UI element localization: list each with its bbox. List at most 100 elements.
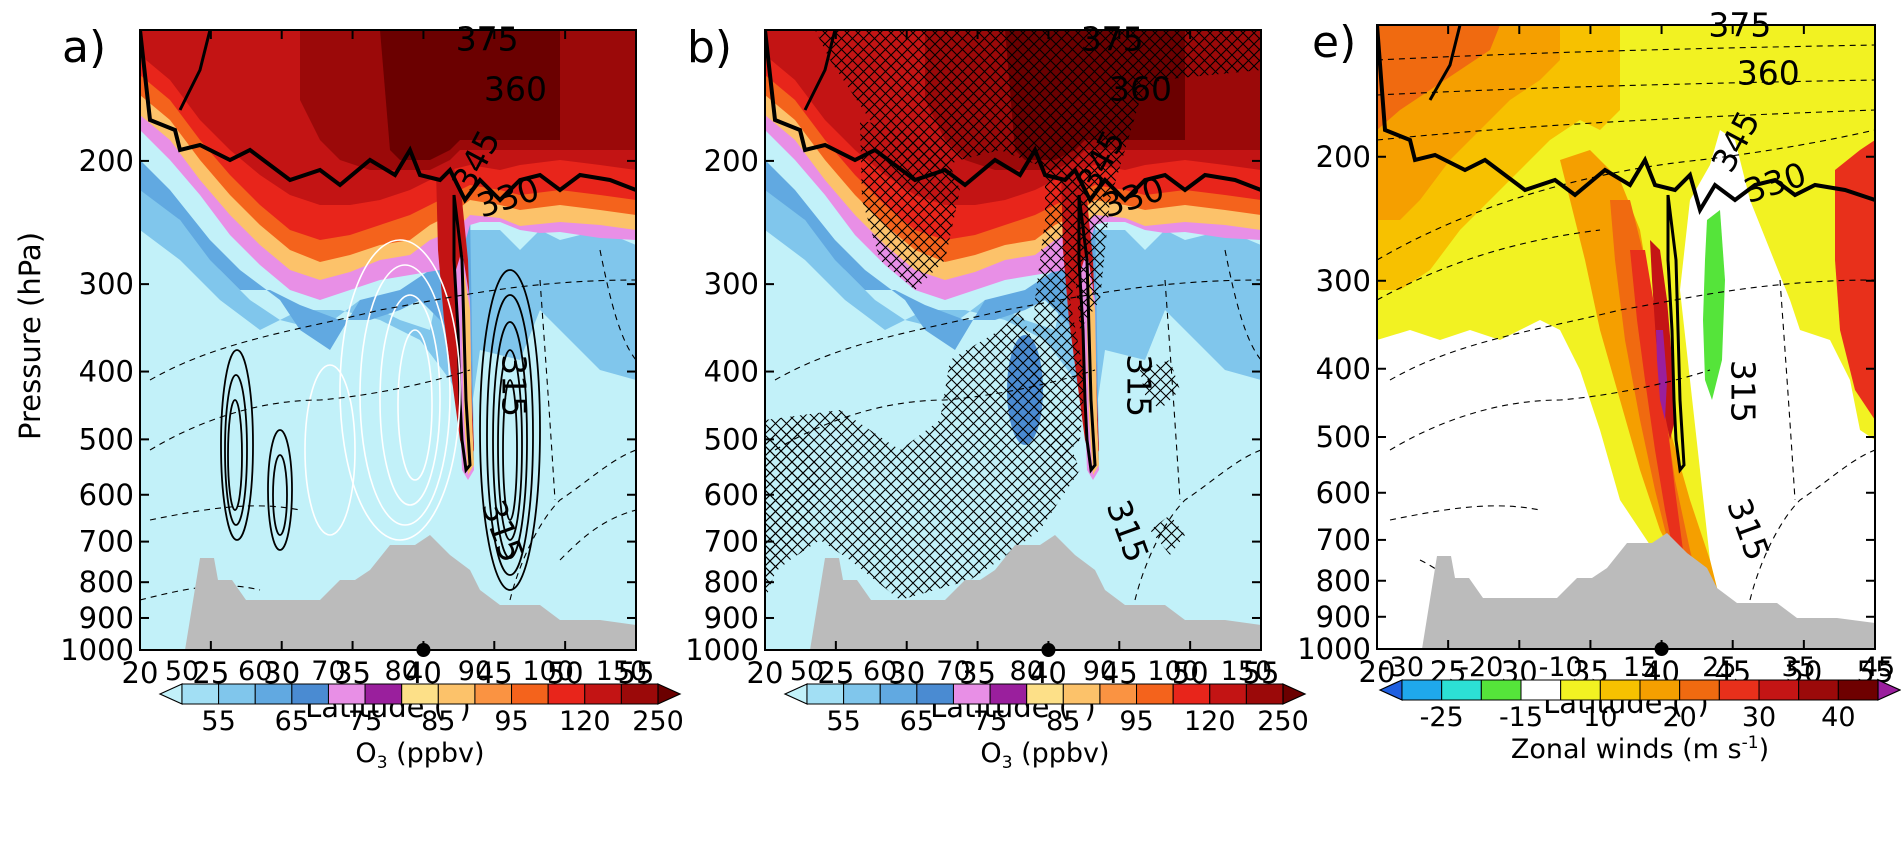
colorbar-label: 10 — [1583, 702, 1617, 733]
colorbar-swatch — [1441, 679, 1482, 701]
colorbar-a: 50 60 70 80 90 100 150 55 65 75 85 95 120 250 O3 (ppbv… — [158, 656, 684, 773]
colorbar-swatch — [218, 683, 256, 705]
colorbar-label: 90 — [458, 656, 492, 687]
colorbar-label: 40 — [1821, 702, 1855, 733]
colorbar-arrow-high — [657, 683, 682, 705]
colorbar-label: 250 — [1257, 706, 1309, 737]
colorbar-title: Zonal winds (m s-1) — [1511, 733, 1769, 765]
y-tick-label: 200 — [79, 144, 134, 178]
y-tick-label: 600 — [704, 478, 759, 512]
colorbar-label: 50 — [790, 656, 824, 687]
colorbar-arrow-low — [158, 683, 183, 705]
colorbar-label: 65 — [275, 706, 309, 737]
contour-label: 360 — [1109, 70, 1172, 109]
colorbar-label: 20 — [1662, 702, 1696, 733]
colorbar-swatch — [1837, 679, 1879, 701]
y-tick-label: 700 — [79, 525, 134, 559]
contour-label: 375 — [1708, 6, 1771, 45]
colorbar-swatch — [989, 683, 1028, 705]
colorbar-label: -20 — [1459, 652, 1503, 683]
colorbar-label: 80 — [385, 656, 419, 687]
colorbar-swatch — [952, 683, 991, 705]
colorbar-swatch — [474, 683, 513, 705]
y-tick-label: 200 — [704, 144, 759, 178]
colorbar-swatch — [181, 683, 220, 705]
panel-e-fill — [1377, 25, 1875, 649]
colorbar-label: 95 — [494, 706, 528, 737]
colorbar-label: 15 — [1623, 652, 1657, 683]
colorbar-swatch — [1209, 683, 1247, 705]
y-tick-label: 500 — [704, 422, 759, 456]
colorbar-swatch — [843, 683, 881, 705]
colorbar-swatch — [437, 683, 476, 705]
colorbar-swatch — [1401, 679, 1443, 701]
colorbar-label: 120 — [1184, 706, 1236, 737]
colorbar-swatch — [364, 683, 403, 705]
panel-b-fill — [765, 30, 1261, 650]
colorbar-swatch — [1172, 683, 1211, 705]
location-marker — [416, 643, 431, 657]
y-tick-label: 300 — [1316, 264, 1371, 298]
colorbar-label: 70 — [936, 656, 970, 687]
panel-label-b: b) — [687, 22, 732, 73]
colorbar-label: 150 — [596, 656, 648, 687]
colorbar-label: 100 — [522, 656, 574, 687]
y-tick-label: 800 — [704, 565, 759, 599]
contour-label: 360 — [1737, 54, 1800, 93]
y-tick-label: 900 — [79, 601, 134, 635]
y-tick-label: 1000 — [685, 633, 759, 667]
colorbar-label: -30 — [1380, 652, 1424, 683]
colorbar-label: 80 — [1010, 656, 1044, 687]
colorbar-swatch — [806, 683, 845, 705]
colorbar-title: O3 (ppbv) — [980, 738, 1109, 773]
contour-label: 315 — [1120, 354, 1159, 417]
colorbar-swatch — [1136, 683, 1174, 705]
colorbar-label: 65 — [900, 706, 934, 737]
colorbar-label: 250 — [632, 706, 684, 737]
colorbar-label: 75 — [973, 706, 1007, 737]
colorbar-label: 90 — [1083, 656, 1117, 687]
contour-label: 315 — [1723, 360, 1762, 423]
contour-label: 360 — [484, 70, 547, 109]
y-tick-label: 400 — [704, 355, 759, 389]
colorbar-label: -25 — [1420, 702, 1464, 733]
panel-label-a: a) — [62, 22, 106, 73]
colorbar-swatch — [291, 683, 329, 705]
colorbar-title: O3 (ppbv) — [355, 738, 484, 773]
colorbar-label: 150 — [1221, 656, 1273, 687]
y-tick-label: 200 — [1316, 140, 1371, 174]
y-tick-label: 400 — [1316, 352, 1371, 386]
x-tick-label: 20 — [1359, 655, 1396, 689]
colorbar-swatch — [511, 683, 549, 705]
panel-label-e: e) — [1312, 17, 1356, 68]
colorbar-swatch — [620, 683, 659, 705]
colorbar-label: 45 — [1861, 652, 1895, 683]
y-tick-label: 700 — [704, 525, 759, 559]
y-tick-label: 1000 — [60, 633, 134, 667]
colorbar-swatch — [1758, 679, 1800, 701]
colorbar-swatch — [1798, 679, 1839, 701]
colorbar-label: 75 — [348, 706, 382, 737]
colorbar-swatch — [1599, 679, 1641, 701]
y-tick-label: 900 — [1316, 600, 1371, 634]
x-tick-label: 20 — [747, 656, 784, 690]
colorbar-label: -10 — [1539, 652, 1583, 683]
y-tick-label: 600 — [1316, 476, 1371, 510]
axes-a: 20 25 30 35 40 45 50 55100090080070060050040030… — [60, 30, 654, 690]
colorbar-label: 60 — [863, 656, 897, 687]
colorbar-label: -15 — [1499, 702, 1543, 733]
colorbar-label: 60 — [238, 656, 272, 687]
colorbar-swatch — [1245, 683, 1284, 705]
location-marker — [1654, 642, 1669, 656]
colorbar-swatch — [1560, 679, 1601, 701]
colorbar-swatch — [1062, 683, 1101, 705]
contour-label: 375 — [456, 19, 519, 58]
y-tick-label: 1000 — [1297, 632, 1371, 666]
y-axis-label: Pressure (hPa) — [13, 232, 47, 440]
panel-a-fill — [140, 30, 636, 650]
colorbar-swatch — [879, 683, 918, 705]
colorbar-swatch — [1480, 679, 1522, 701]
colorbar-label: 55 — [826, 706, 860, 737]
colorbar-swatch — [401, 683, 439, 705]
colorbar-arrow-high — [1282, 683, 1307, 705]
